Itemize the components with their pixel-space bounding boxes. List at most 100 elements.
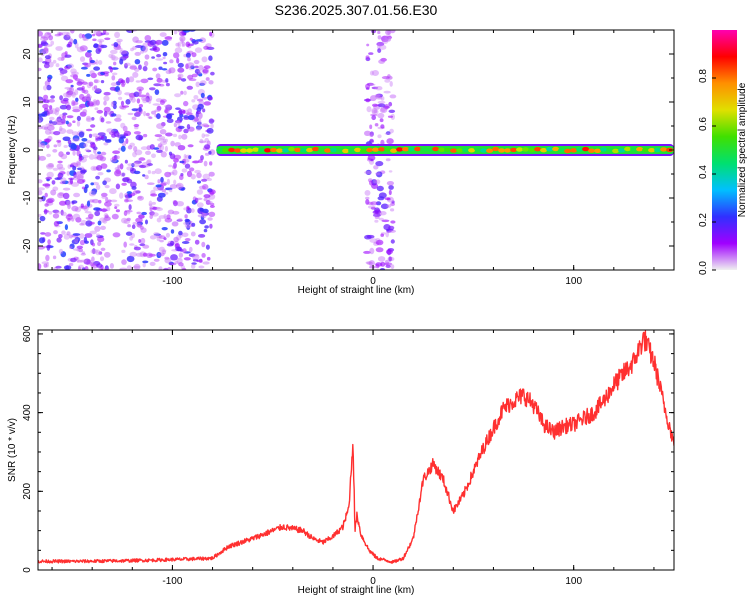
heatmap-cell	[187, 57, 191, 62]
heatmap-cell	[139, 225, 144, 230]
heatmap-cell	[201, 56, 208, 63]
heatmap-cell	[138, 88, 142, 95]
signal-cell	[438, 147, 446, 152]
heatmap-cell	[208, 80, 214, 85]
heatmap-cell	[120, 122, 126, 129]
heatmap-cell	[100, 32, 106, 36]
heatmap-cell	[171, 221, 179, 227]
heatmap-cell	[93, 30, 101, 36]
heatmap-cell	[181, 133, 188, 140]
heatmap-cell	[133, 170, 141, 175]
heatmap-cell	[377, 112, 385, 119]
heatmap-cell	[371, 70, 379, 76]
heatmap-cell	[62, 114, 66, 119]
signal-cell	[258, 147, 266, 153]
heatmap-cell	[184, 251, 191, 254]
heatmap-cell	[88, 81, 94, 87]
heatmap-cell	[38, 113, 46, 117]
heatmap-cell	[159, 32, 167, 37]
heatmap-cell	[127, 224, 131, 228]
heatmap-cell	[100, 163, 108, 169]
heatmap-cell	[182, 250, 187, 253]
heatmap-cell	[39, 48, 46, 54]
heatmap-cell	[181, 78, 187, 82]
heatmap-cell	[46, 144, 50, 149]
heatmap-cell	[181, 41, 185, 46]
heatmap-cell	[186, 225, 191, 231]
heatmap-cell	[202, 261, 210, 265]
heatmap-cell	[55, 63, 60, 68]
heatmap-cell	[84, 211, 92, 214]
heatmap-cell	[196, 197, 203, 200]
heatmap-cell	[142, 174, 146, 177]
heatmap-cell	[208, 211, 216, 217]
heatmap-cell	[55, 211, 62, 214]
heatmap-cell	[104, 201, 112, 207]
heatmap-cell	[173, 179, 177, 185]
heatmap-cell	[135, 45, 143, 48]
heatmap-cell	[39, 197, 43, 203]
x-tick-label: 100	[565, 576, 582, 587]
signal-cell	[630, 146, 638, 152]
heatmap-cell	[161, 122, 166, 127]
heatmap-cell	[97, 172, 104, 176]
heatmap-cell	[38, 187, 45, 191]
heatmap-cell	[91, 198, 99, 204]
heatmap-cell	[114, 31, 121, 39]
heatmap-cell	[178, 230, 183, 236]
heatmap-cell	[129, 243, 135, 246]
heatmap-cell	[106, 128, 114, 133]
heatmap-cell	[38, 116, 44, 123]
heatmap-cell	[367, 205, 376, 209]
colorbar-tick-label: 0.4	[698, 165, 709, 179]
heatmap-cell	[164, 217, 173, 223]
heatmap-cell	[66, 115, 74, 119]
heatmap-cell	[58, 234, 63, 239]
heatmap-cell	[133, 263, 141, 270]
heatmap-cell	[115, 86, 120, 92]
signal-cell	[336, 148, 344, 153]
heatmap-cell	[178, 125, 185, 129]
heatmap-cell	[166, 214, 171, 220]
heatmap-cell	[70, 84, 74, 88]
heatmap-cell	[159, 239, 164, 243]
heatmap-cell	[189, 37, 193, 41]
heatmap-cell	[94, 210, 101, 217]
heatmap-cell	[126, 255, 135, 263]
heatmap-cell	[158, 136, 166, 140]
heatmap-cell	[138, 111, 143, 115]
heatmap-cell	[175, 107, 181, 110]
heatmap-cell	[164, 108, 169, 114]
heatmap-cell	[134, 51, 141, 56]
heatmap-cell	[196, 189, 203, 195]
y-tick-label: 200	[22, 483, 33, 500]
heatmap-cell	[148, 116, 153, 120]
heatmap-cell	[149, 207, 153, 211]
heatmap-cell	[160, 176, 164, 183]
heatmap-cell	[369, 70, 375, 76]
heatmap-cell	[170, 254, 178, 261]
heatmap-cell	[91, 191, 97, 195]
heatmap-cell	[76, 78, 83, 82]
heatmap-cell	[156, 105, 162, 111]
heatmap-cell	[388, 101, 393, 107]
heatmap-cell	[121, 249, 126, 253]
heatmap-cell	[187, 108, 193, 114]
heatmap-cell	[72, 150, 76, 156]
heatmap-cell	[75, 217, 82, 223]
heatmap-cell	[384, 132, 392, 135]
heatmap-cell	[206, 200, 213, 204]
heatmap-cell	[151, 56, 156, 59]
heatmap-cell	[53, 131, 61, 136]
heatmap-cell	[113, 42, 119, 48]
heatmap-cell	[140, 78, 149, 84]
heatmap-cell	[177, 62, 184, 68]
heatmap-cell	[121, 217, 128, 224]
heatmap-cell	[63, 34, 71, 41]
heatmap-cell	[184, 163, 191, 169]
heatmap-cell	[104, 251, 111, 258]
heatmap-cell	[179, 109, 183, 116]
heatmap-cell	[189, 246, 193, 253]
heatmap-cell	[103, 91, 111, 96]
